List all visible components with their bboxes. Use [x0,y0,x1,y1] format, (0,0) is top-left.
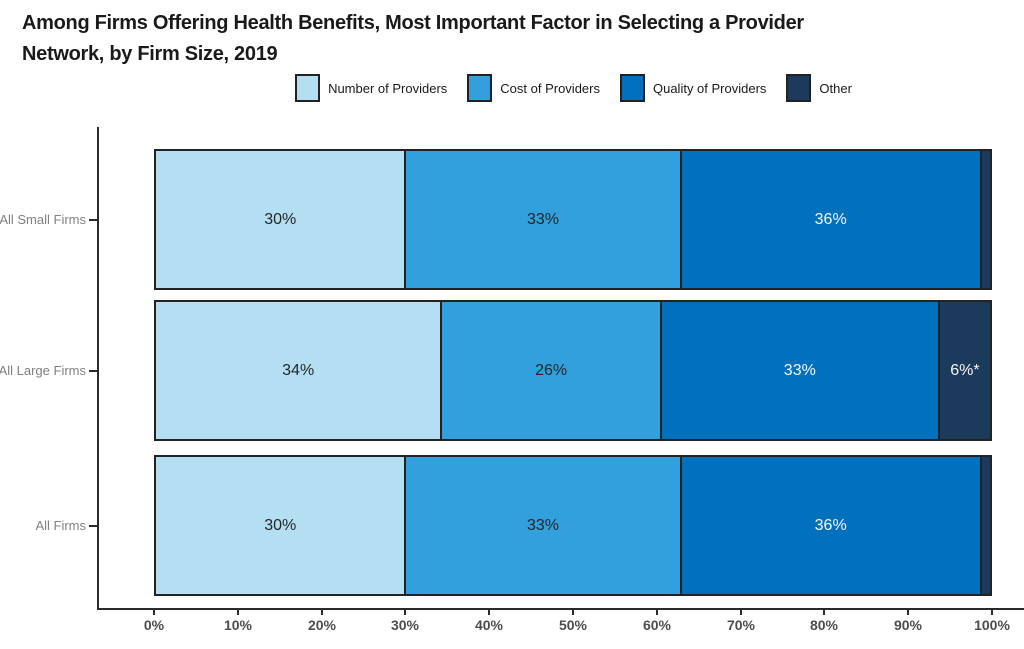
segment-value-label: 6%* [950,361,980,379]
bar-segment: 33% [406,457,682,594]
category-label: All Firms [35,518,86,533]
bar-segment [981,151,990,288]
segment-value-label: 30% [264,516,297,534]
legend-item: Number of Providers [295,74,447,102]
x-axis-tick-label: 10% [223,617,253,633]
y-axis-line [97,127,99,610]
y-axis-tick [89,525,97,527]
category-label: All Small Firms [0,212,86,227]
segment-value-label: 26% [535,361,568,379]
legend-item: Cost of Providers [467,74,600,102]
chart-title-line2: Network, by Firm Size, 2019 [22,43,278,65]
bar-segment: 30% [156,457,407,594]
category-label: All Large Firms [0,363,86,378]
x-axis-tick [572,608,574,615]
segment-value-label: 36% [814,210,847,228]
x-axis-tick [656,608,658,615]
x-axis-tick [404,608,406,615]
legend-item: Quality of Providers [619,74,767,102]
x-axis-tick [488,608,490,615]
x-axis-tick-label: 40% [474,617,504,633]
legend-swatch-icon [467,74,493,102]
y-axis-tick [89,370,97,372]
bar-segment: 26% [442,302,662,439]
x-axis-tick-label: 20% [307,617,337,633]
x-axis-tick-label: 100% [974,617,1010,633]
x-axis-tick-label: 30% [390,617,420,633]
bar-segment: 36% [681,457,982,594]
x-axis-tick-label: 60% [642,617,672,633]
segment-value-label: 33% [527,516,560,534]
x-axis-tick [237,608,239,615]
x-axis-tick [823,608,825,615]
x-axis-line [97,608,1024,610]
legend-item: Other [786,74,852,102]
segment-value-label: 33% [783,361,816,379]
bar-segment: 6%* [939,302,990,439]
bar-segment [981,457,990,594]
bar-segment: 34% [156,302,443,439]
x-axis-tick-label: 80% [809,617,839,633]
bar-segment: 33% [406,151,682,288]
x-axis-tick [321,608,323,615]
x-axis-tick [153,608,155,615]
legend-label: Quality of Providers [652,80,767,96]
x-axis-tick-label: 50% [558,617,588,633]
segment-value-label: 33% [527,210,560,228]
legend: Number of Providers Cost of Providers Qual… [155,74,992,102]
x-axis-tick [991,608,993,615]
bar-segment: 30% [156,151,407,288]
legend-swatch-icon [786,74,812,102]
legend-swatch-icon [295,74,321,102]
x-axis-tick [907,608,909,615]
x-axis-tick [740,608,742,615]
chart-title: Among Firms Offering Health Benefits, Mo… [22,8,1012,70]
bar-row: 34% 26% 33% 6%* [154,300,992,441]
x-axis-tick-label: 0% [143,617,165,633]
x-axis-tick-label: 90% [893,617,923,633]
segment-value-label: 34% [282,361,315,379]
y-axis-tick [89,219,97,221]
segment-value-label: 30% [264,210,297,228]
legend-swatch-icon [619,74,645,102]
bar-row: 30% 33% 36% [154,455,992,596]
legend-label: Cost of Providers [500,80,600,96]
legend-label: Number of Providers [328,80,448,96]
legend-label: Other [819,80,852,96]
chart-title-line1: Among Firms Offering Health Benefits, Mo… [22,12,804,34]
x-axis-tick-label: 70% [726,617,756,633]
segment-value-label: 36% [814,516,847,534]
bar-segment: 33% [661,302,940,439]
bar-segment: 36% [681,151,982,288]
bar-row: 30% 33% 36% [154,149,992,290]
